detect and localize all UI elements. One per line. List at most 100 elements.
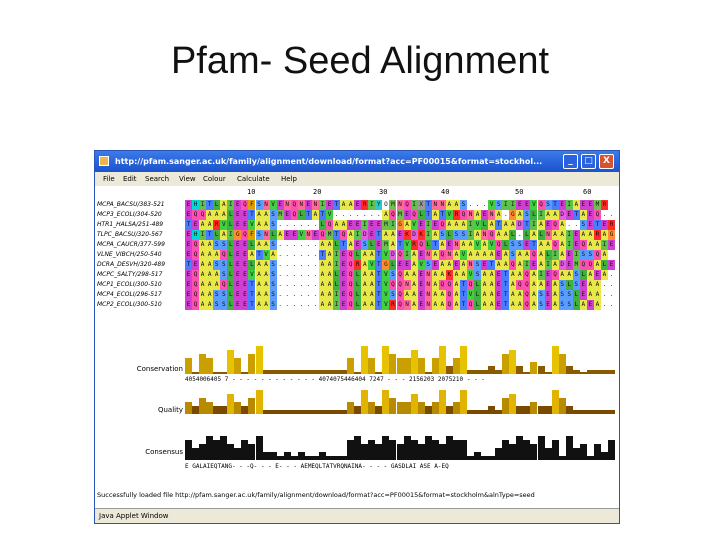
- residue-cell[interactable]: A: [262, 270, 270, 280]
- residue-cell[interactable]: .: [278, 251, 282, 258]
- residue-cell[interactable]: A: [431, 270, 439, 280]
- residue-cell[interactable]: .: [292, 301, 297, 308]
- residue-cell[interactable]: T: [375, 290, 383, 300]
- residue-cell[interactable]: E: [234, 210, 242, 220]
- residue-cell[interactable]: S: [424, 260, 432, 270]
- residue-cell[interactable]: T: [185, 220, 193, 230]
- residue-cell[interactable]: .: [313, 301, 318, 308]
- residue-cell[interactable]: A: [551, 300, 559, 310]
- residue-cell[interactable]: A: [459, 260, 467, 270]
- residue-cell[interactable]: T: [248, 300, 256, 310]
- residue-cell[interactable]: E: [565, 210, 573, 220]
- residue-cell[interactable]: M: [593, 200, 601, 210]
- residue-cell[interactable]: V: [417, 260, 425, 270]
- residue-cell[interactable]: A: [474, 230, 482, 240]
- residue-cell[interactable]: A: [199, 250, 207, 260]
- residue-cell[interactable]: Q: [389, 280, 397, 290]
- residue-cell[interactable]: V: [382, 290, 390, 300]
- residue-cell[interactable]: N: [403, 280, 411, 290]
- residue-cell[interactable]: E: [185, 210, 193, 220]
- residue-cell[interactable]: D: [389, 250, 397, 260]
- residue-cell[interactable]: .: [285, 271, 290, 278]
- residue-cell[interactable]: .: [292, 241, 297, 248]
- residue-cell[interactable]: S: [516, 240, 524, 250]
- residue-cell[interactable]: E: [544, 280, 552, 290]
- residue-cell[interactable]: .: [313, 261, 318, 268]
- residue-cell[interactable]: T: [551, 200, 559, 210]
- residue-cell[interactable]: A: [431, 300, 439, 310]
- residue-cell[interactable]: A: [438, 260, 446, 270]
- residue-cell[interactable]: L: [227, 240, 235, 250]
- residue-cell[interactable]: A: [600, 270, 608, 280]
- residue-cell[interactable]: .: [278, 241, 282, 248]
- residue-cell[interactable]: E: [586, 300, 594, 310]
- residue-cell[interactable]: F: [248, 200, 256, 210]
- residue-cell[interactable]: N: [283, 200, 291, 210]
- residue-cell[interactable]: .: [313, 241, 318, 248]
- residue-cell[interactable]: A: [572, 200, 580, 210]
- residue-cell[interactable]: A: [206, 290, 214, 300]
- residue-cell[interactable]: Q: [445, 300, 453, 310]
- residue-cell[interactable]: .: [602, 291, 607, 298]
- residue-cell[interactable]: I: [424, 220, 432, 230]
- residue-cell[interactable]: Q: [326, 220, 334, 230]
- residue-cell[interactable]: D: [516, 220, 524, 230]
- residue-cell[interactable]: I: [333, 260, 341, 270]
- residue-cell[interactable]: Q: [523, 300, 531, 310]
- residue-cell[interactable]: V: [403, 240, 411, 250]
- minimize-button[interactable]: _: [563, 154, 578, 169]
- residue-cell[interactable]: L: [474, 280, 482, 290]
- residue-cell[interactable]: A: [530, 300, 538, 310]
- residue-cell[interactable]: T: [375, 300, 383, 310]
- residue-cell[interactable]: A: [255, 290, 263, 300]
- residue-cell[interactable]: E: [283, 210, 291, 220]
- residue-cell[interactable]: .: [285, 241, 290, 248]
- residue-cell[interactable]: A: [438, 270, 446, 280]
- residue-cell[interactable]: E: [396, 230, 404, 240]
- residue-cell[interactable]: E: [530, 260, 538, 270]
- residue-cell[interactable]: Q: [445, 280, 453, 290]
- residue-cell[interactable]: .: [299, 251, 304, 258]
- residue-cell[interactable]: A: [255, 240, 263, 250]
- residue-cell[interactable]: .: [292, 291, 297, 298]
- residue-cell[interactable]: A: [340, 220, 348, 230]
- residue-cell[interactable]: A: [431, 250, 439, 260]
- sequence-name[interactable]: HTR1_HALSA/251-489: [97, 221, 164, 228]
- residue-cell[interactable]: .: [285, 301, 290, 308]
- residue-cell[interactable]: A: [410, 280, 418, 290]
- close-button[interactable]: X: [599, 154, 614, 169]
- residue-cell[interactable]: A: [438, 290, 446, 300]
- sequence-name[interactable]: MCP2_ECOLI/300-510: [97, 301, 162, 308]
- residue-cell[interactable]: E: [185, 270, 193, 280]
- residue-cell[interactable]: A: [488, 220, 496, 230]
- residue-cell[interactable]: .: [299, 241, 304, 248]
- residue-cell[interactable]: .: [285, 261, 290, 268]
- residue-cell[interactable]: A: [410, 250, 418, 260]
- residue-cell[interactable]: E: [241, 290, 249, 300]
- residue-cell[interactable]: A: [509, 220, 517, 230]
- residue-cell[interactable]: T: [340, 240, 348, 250]
- residue-cell[interactable]: E: [304, 200, 312, 210]
- residue-cell[interactable]: A: [537, 250, 545, 260]
- residue-cell[interactable]: V: [474, 220, 482, 230]
- residue-cell[interactable]: A: [368, 250, 376, 260]
- residue-cell[interactable]: L: [509, 230, 517, 240]
- menu-help[interactable]: Help: [281, 175, 297, 183]
- residue-cell[interactable]: T: [304, 210, 312, 220]
- residue-cell[interactable]: S: [579, 250, 587, 260]
- residue-cell[interactable]: A: [255, 300, 263, 310]
- residue-cell[interactable]: Q: [438, 280, 446, 290]
- residue-cell[interactable]: .: [285, 281, 290, 288]
- residue-cell[interactable]: L: [213, 230, 221, 240]
- residue-cell[interactable]: M: [572, 260, 580, 270]
- residue-cell[interactable]: T: [459, 290, 467, 300]
- residue-cell[interactable]: A: [199, 220, 207, 230]
- residue-cell[interactable]: A: [467, 250, 475, 260]
- residue-cell[interactable]: Q: [551, 270, 559, 280]
- residue-cell[interactable]: A: [199, 270, 207, 280]
- residue-cell[interactable]: A: [579, 300, 587, 310]
- residue-cell[interactable]: L: [530, 210, 538, 220]
- residue-cell[interactable]: A: [255, 220, 263, 230]
- residue-cell[interactable]: .: [306, 281, 311, 288]
- residue-cell[interactable]: Q: [192, 300, 200, 310]
